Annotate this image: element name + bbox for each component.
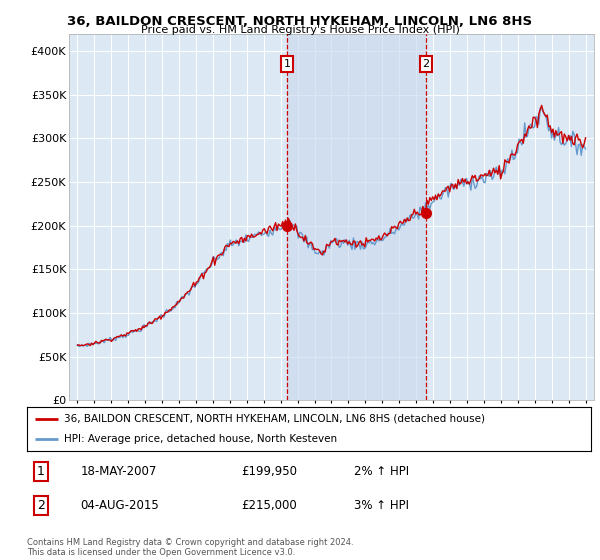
- Text: 04-AUG-2015: 04-AUG-2015: [80, 499, 160, 512]
- Text: 1: 1: [284, 59, 290, 69]
- Text: 2: 2: [422, 59, 430, 69]
- Bar: [287, 34, 426, 400]
- Text: Contains HM Land Registry data © Crown copyright and database right 2024.
This d: Contains HM Land Registry data © Crown c…: [27, 538, 353, 557]
- Text: Price paid vs. HM Land Registry's House Price Index (HPI): Price paid vs. HM Land Registry's House …: [140, 25, 460, 35]
- Text: £215,000: £215,000: [241, 499, 297, 512]
- Text: 1: 1: [37, 465, 45, 478]
- Text: 18-MAY-2007: 18-MAY-2007: [80, 465, 157, 478]
- Text: 3% ↑ HPI: 3% ↑ HPI: [354, 499, 409, 512]
- Text: 36, BAILDON CRESCENT, NORTH HYKEHAM, LINCOLN, LN6 8HS (detached house): 36, BAILDON CRESCENT, NORTH HYKEHAM, LIN…: [64, 414, 485, 424]
- Text: 36, BAILDON CRESCENT, NORTH HYKEHAM, LINCOLN, LN6 8HS: 36, BAILDON CRESCENT, NORTH HYKEHAM, LIN…: [67, 15, 533, 27]
- Text: 2% ↑ HPI: 2% ↑ HPI: [354, 465, 409, 478]
- Text: HPI: Average price, detached house, North Kesteven: HPI: Average price, detached house, Nort…: [64, 434, 337, 444]
- Text: £199,950: £199,950: [241, 465, 298, 478]
- Text: 2: 2: [37, 499, 45, 512]
